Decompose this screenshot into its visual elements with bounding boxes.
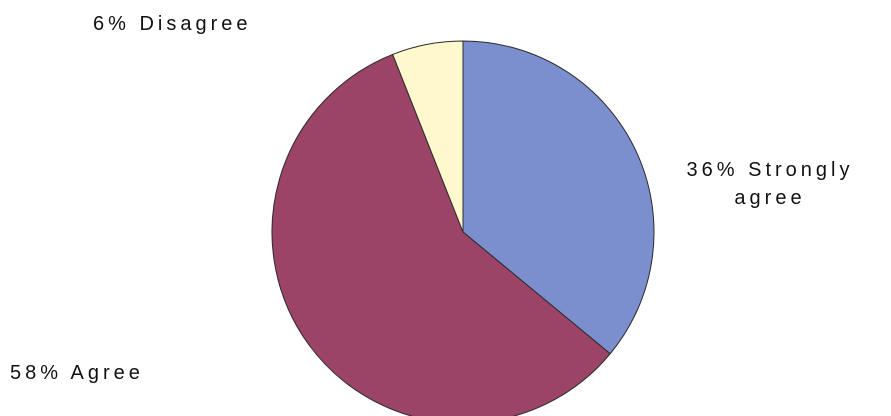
slice-label-strongly-agree-line2: agree bbox=[734, 187, 805, 209]
pie-slice-agree bbox=[271, 53, 611, 416]
pie-slices bbox=[271, 40, 655, 416]
pie-slice-disagree bbox=[392, 40, 464, 233]
slice-label-disagree: 6% Disagree bbox=[93, 13, 252, 35]
pie-slice-strongly-agree bbox=[462, 40, 655, 355]
slice-label-strongly-agree: 36% Strongly bbox=[687, 159, 854, 181]
slice-label-agree: 58% Agree bbox=[10, 362, 144, 384]
